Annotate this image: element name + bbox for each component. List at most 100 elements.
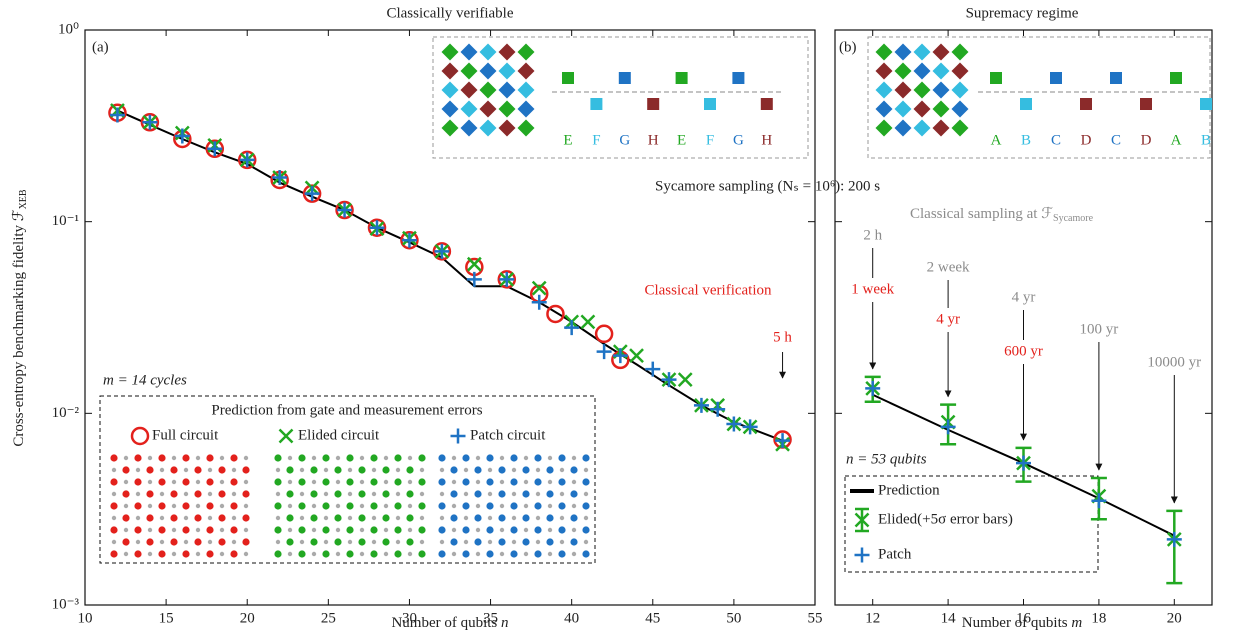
circuit-dot <box>474 466 482 474</box>
inset-gate <box>760 98 773 110</box>
x-tick-label: 18 <box>1091 610 1106 626</box>
circuit-dot <box>310 538 318 546</box>
circuit-dot <box>439 539 445 545</box>
inset-qubit <box>913 119 931 137</box>
circuit-dot <box>523 455 529 461</box>
circuit-dot <box>487 515 493 521</box>
circuit-dot <box>207 515 213 521</box>
inset-gate <box>990 72 1002 84</box>
circuit-dot <box>286 538 294 546</box>
circuit-dot <box>523 551 529 557</box>
circuit-dot <box>359 503 365 509</box>
circuit-dot <box>395 467 401 473</box>
circuit-dot <box>134 526 142 534</box>
circuit-dot <box>286 490 294 498</box>
arrow-label: 5 h <box>773 329 792 345</box>
circuit-dot <box>547 551 553 557</box>
circuit-dot <box>110 454 118 462</box>
x-tick-label: 16 <box>1016 610 1032 626</box>
circuit-dot <box>498 538 506 546</box>
circuit-dot <box>583 539 589 545</box>
data-point <box>400 230 419 250</box>
circuit-dot <box>451 551 457 557</box>
circuit-dot <box>546 466 554 474</box>
data-point <box>710 401 726 417</box>
circuit-dot <box>486 478 494 486</box>
circuit-dot <box>171 503 177 509</box>
circuit-dot <box>275 515 281 521</box>
data-point <box>531 294 547 310</box>
circuit-dot <box>346 454 354 462</box>
circuit-dot <box>570 490 578 498</box>
circuit-dot <box>183 539 189 545</box>
circuit-dot <box>347 467 353 473</box>
circuit-dot <box>135 515 141 521</box>
circuit-dot <box>546 538 554 546</box>
inset-qubit <box>460 62 478 80</box>
inset-qubit <box>932 81 950 99</box>
x-tick-label: 50 <box>726 610 741 626</box>
circuit-dot <box>170 490 178 498</box>
circuit-dot <box>522 514 530 522</box>
x-axis-label-text: Number of qubits <box>962 615 1072 631</box>
inset-qubit <box>517 43 535 61</box>
circuit-dot <box>298 502 306 510</box>
circuit-dot <box>559 539 565 545</box>
circuit-dot <box>486 502 494 510</box>
y-tick-label: 10⁻¹ <box>52 213 79 229</box>
inset-qubit <box>479 81 497 99</box>
x-tick-label: 40 <box>564 610 579 626</box>
inset-gate <box>704 98 716 110</box>
data-point <box>432 242 452 261</box>
inset-letter: C <box>1051 132 1061 148</box>
circuit-dot <box>323 491 329 497</box>
circuit-dot <box>439 491 445 497</box>
circuit-dot <box>311 479 317 485</box>
circuit-dot <box>359 551 365 557</box>
inset-gate <box>1170 72 1182 84</box>
circuit-dot <box>231 467 237 473</box>
circuit-dot <box>275 491 281 497</box>
circuit-dot <box>558 526 566 534</box>
circuit-dot <box>582 454 590 462</box>
circuit-dot <box>243 551 249 557</box>
circuit-dot <box>335 551 341 557</box>
inset-gate <box>1200 98 1212 110</box>
inset-letter: D <box>1081 132 1092 148</box>
circuit-dot <box>394 454 402 462</box>
circuit-dot <box>534 454 542 462</box>
circuit-dot <box>382 538 390 546</box>
inset-gate <box>1110 72 1122 84</box>
classical-label: Classical sampling at ℱSycamore <box>910 206 1094 224</box>
circuit-dot <box>499 479 505 485</box>
inset-qubit <box>479 119 497 137</box>
circuit-dot <box>286 466 294 474</box>
y-tick-label: 10⁻³ <box>52 596 80 612</box>
panel-title: Classically verifiable <box>386 5 513 21</box>
inset-qubit <box>517 100 535 118</box>
circuit-dot <box>419 491 425 497</box>
legend-icon <box>854 547 870 563</box>
circuit-dot <box>311 551 317 557</box>
circuit-dot <box>547 479 553 485</box>
x-tick-label: 12 <box>865 610 880 626</box>
inset-gate <box>618 72 631 84</box>
circuit-dot <box>171 455 177 461</box>
circuit-dot <box>287 455 293 461</box>
data-point <box>726 416 742 432</box>
circuit-dot <box>335 527 341 533</box>
circuit-dot <box>438 526 446 534</box>
circuit-dot <box>287 527 293 533</box>
circuit-dot <box>487 539 493 545</box>
inset-qubit <box>460 100 478 118</box>
circuit-dot <box>135 539 141 545</box>
inset-qubit <box>460 81 478 99</box>
circuit-dot <box>135 491 141 497</box>
data-point <box>466 271 482 287</box>
prediction-line <box>117 109 783 442</box>
data-point <box>401 232 417 248</box>
circuit-dot <box>287 551 293 557</box>
circuit-dot <box>450 466 458 474</box>
y-axis-label-group: Cross-entropy benchmarking fidelity ℱXEB <box>11 189 29 447</box>
circuit-dot <box>158 526 166 534</box>
